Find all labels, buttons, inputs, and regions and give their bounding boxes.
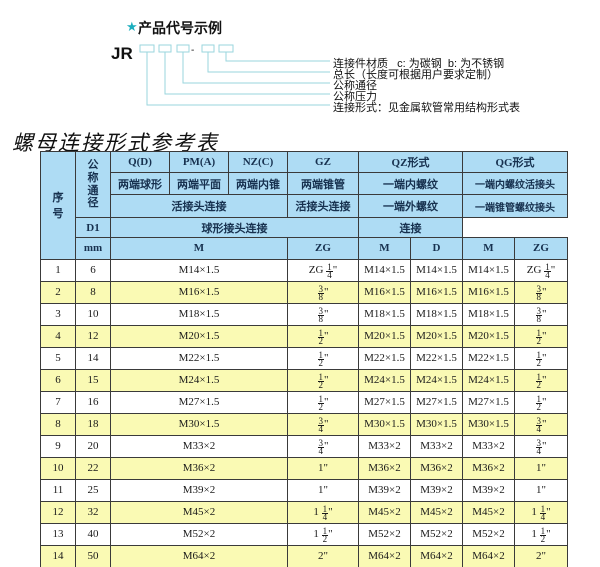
svg-text:-: - xyxy=(191,45,194,56)
